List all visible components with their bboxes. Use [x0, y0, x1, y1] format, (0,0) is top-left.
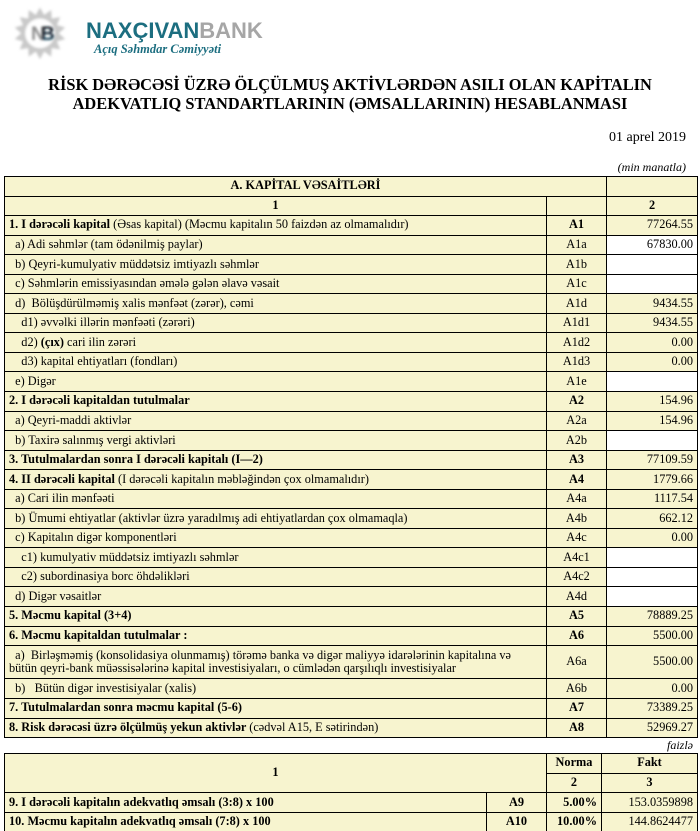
svg-text:B: B	[41, 23, 55, 45]
